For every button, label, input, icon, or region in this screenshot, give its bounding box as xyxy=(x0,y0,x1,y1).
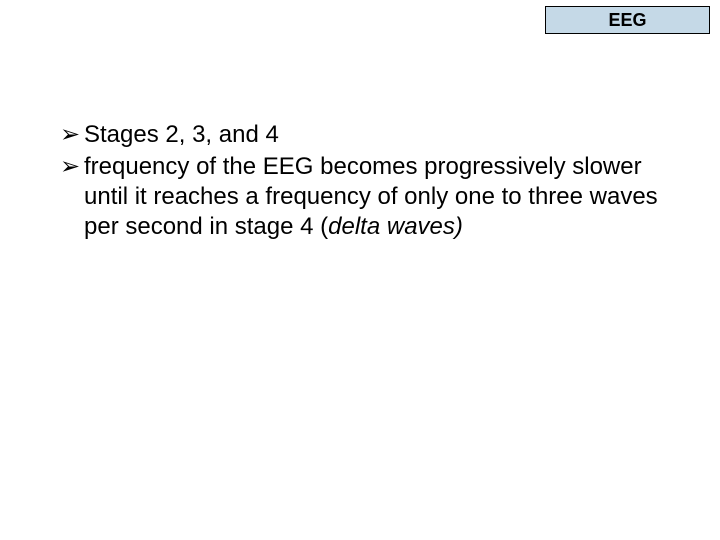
bullet-item: ➢ frequency of the EEG becomes progressi… xyxy=(60,152,660,242)
content-area: ➢ Stages 2, 3, and 4 ➢ frequency of the … xyxy=(60,120,660,244)
bullet-text: frequency of the EEG becomes progressive… xyxy=(84,152,660,242)
header-eeg-box: EEG xyxy=(545,6,710,34)
bullet-arrow-icon: ➢ xyxy=(60,152,84,182)
bullet-item: ➢ Stages 2, 3, and 4 xyxy=(60,120,660,150)
slide: EEG ➢ Stages 2, 3, and 4 ➢ frequency of … xyxy=(0,0,720,540)
bullet-text-main: Stages 2, 3, and 4 xyxy=(84,121,279,148)
bullet-text-italic: delta waves) xyxy=(328,213,463,240)
header-eeg-label: EEG xyxy=(608,10,646,31)
bullet-text: Stages 2, 3, and 4 xyxy=(84,120,660,150)
bullet-arrow-icon: ➢ xyxy=(60,120,84,150)
